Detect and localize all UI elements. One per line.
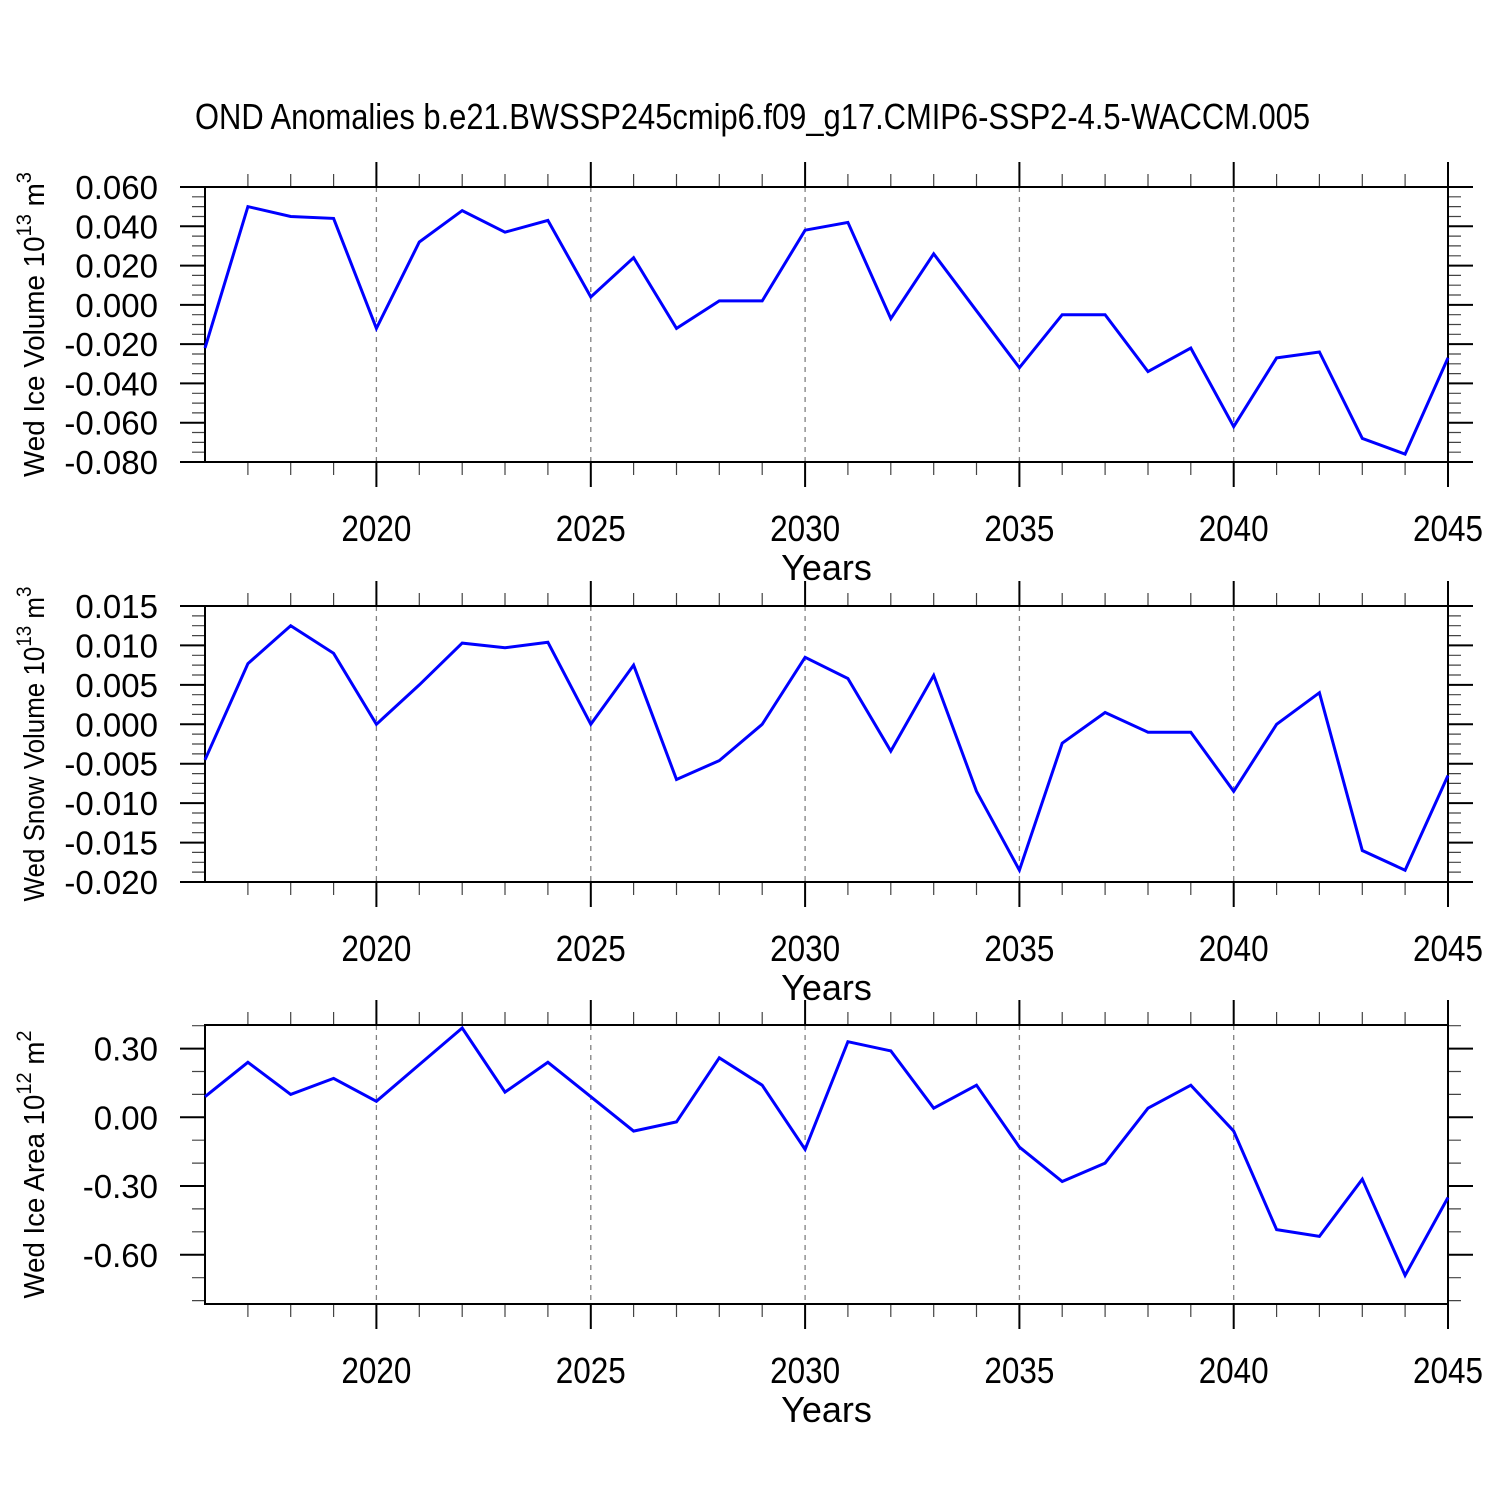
grid-lines: [375, 187, 1235, 462]
x-tick-label: 2020: [341, 508, 411, 549]
y-tick-label: -0.020: [64, 326, 158, 363]
y-tick-label: 0.000: [75, 706, 158, 743]
major-ticks: [180, 581, 1473, 907]
x-axis-title: Years: [781, 1389, 872, 1430]
x-axis-title: Years: [781, 967, 872, 1008]
x-tick-label: 2035: [984, 928, 1054, 969]
y-tick-label: -0.040: [64, 365, 158, 402]
panel-wed-ice-volume: 0.0600.0400.0200.000-0.020-0.040-0.060-0…: [13, 162, 1483, 588]
x-tick-label: 2025: [556, 1350, 626, 1391]
y-tick-label: 0.060: [75, 169, 158, 206]
data-line-wed-ice-volume: [203, 204, 1450, 456]
y-tick-label: 0.00: [94, 1099, 158, 1136]
x-tick-label: 2030: [770, 508, 840, 549]
y-tick-label: -0.010: [64, 785, 158, 822]
x-tick-label: 2025: [556, 928, 626, 969]
y-tick-label: 0.020: [75, 248, 158, 285]
y-tick-label: 0.30: [94, 1031, 158, 1068]
y-tick-label: -0.020: [64, 864, 158, 901]
x-tick-label: 2040: [1199, 508, 1269, 549]
y-tick-label: -0.080: [64, 444, 158, 481]
x-tick-label: 2040: [1199, 928, 1269, 969]
x-tick-label: 2035: [984, 508, 1054, 549]
data-line-wed-ice-area: [204, 1025, 1450, 1279]
y-axis-title: Wed Ice Area 1012 m2: [13, 1031, 51, 1299]
x-tick-label: 2045: [1413, 1350, 1483, 1391]
x-tick-label: 2030: [770, 1350, 840, 1391]
x-tick-label: 2020: [341, 1350, 411, 1391]
y-tick-label: -0.005: [64, 746, 158, 783]
x-tick-label: 2035: [984, 1350, 1054, 1391]
y-tick-label: -0.60: [83, 1237, 158, 1274]
x-tick-label: 2040: [1199, 1350, 1269, 1391]
panel-border: [204, 186, 1449, 463]
y-tick-label: 0.005: [75, 667, 158, 704]
minor-ticks: [192, 593, 1461, 895]
y-tick-label: -0.30: [83, 1168, 158, 1205]
chart-title: OND Anomalies b.e21.BWSSP245cmip6.f09_g1…: [195, 96, 1310, 137]
panel-wed-ice-area: 0.30 0.00 -0.30 -0.60 2020 2025 2030 2035 2040 20…: [13, 1000, 1483, 1430]
panel-border: [204, 1024, 1449, 1305]
minor-ticks: [192, 1012, 1461, 1317]
y-tick-label: -0.060: [64, 405, 158, 442]
y-tick-label: 0.010: [75, 627, 158, 664]
x-tick-label: 2045: [1413, 508, 1483, 549]
y-tick-label: 0.015: [75, 588, 158, 625]
minor-ticks: [192, 174, 1461, 475]
data-line-wed-snow-volume: [203, 623, 1450, 874]
x-tick-label: 2045: [1413, 928, 1483, 969]
x-axis-title: Years: [781, 547, 872, 588]
x-tick-label: 2025: [556, 508, 626, 549]
plots: 0.0600.0400.0200.000-0.020-0.040-0.060-0…: [13, 162, 1483, 1430]
major-ticks: [180, 162, 1473, 487]
panel-wed-snow-volume: 0.0150.0100.0050.000-0.005-0.010-0.015-0…: [13, 581, 1483, 1008]
y-axis-title: Wed Snow Volume 1013 m3: [13, 587, 51, 902]
x-tick-label: 2020: [341, 928, 411, 969]
major-ticks: [180, 1000, 1473, 1329]
panel-border: [204, 605, 1449, 883]
y-tick-label: 0.000: [75, 287, 158, 324]
x-tick-label: 2030: [770, 928, 840, 969]
y-tick-label: 0.040: [75, 208, 158, 245]
y-tick-label: -0.015: [64, 825, 158, 862]
y-axis-title: Wed Ice Volume 1013 m3: [13, 172, 51, 477]
